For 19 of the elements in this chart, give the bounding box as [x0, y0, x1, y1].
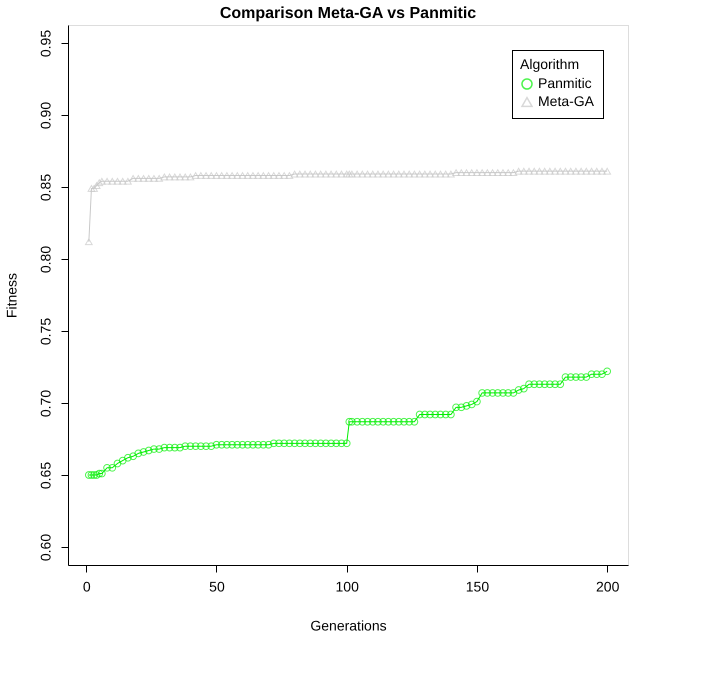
x-tick-label: 200	[596, 578, 620, 594]
chart-title: Comparison Meta-GA vs Panmitic	[220, 5, 476, 22]
y-tick-label: 0.75	[38, 318, 54, 346]
x-tick-label: 100	[336, 578, 360, 594]
y-tick-label: 0.70	[38, 390, 54, 418]
legend-label: Meta-GA	[538, 93, 595, 109]
legend-label: Panmitic	[538, 75, 592, 91]
x-axis-title: Generations	[310, 618, 387, 634]
legend-title: Algorithm	[520, 56, 580, 72]
y-tick-label: 0.85	[38, 174, 54, 202]
y-tick-label: 0.95	[38, 30, 54, 58]
y-tick-label: 0.80	[38, 246, 54, 274]
y-axis-title: Fitness	[4, 272, 20, 318]
x-tick-label: 150	[466, 578, 490, 594]
y-tick-label: 0.90	[38, 102, 54, 130]
y-tick-label: 0.60	[38, 534, 54, 562]
y-tick-label: 0.65	[38, 462, 54, 490]
x-tick-label: 50	[209, 578, 225, 594]
x-tick-label: 0	[82, 578, 91, 594]
